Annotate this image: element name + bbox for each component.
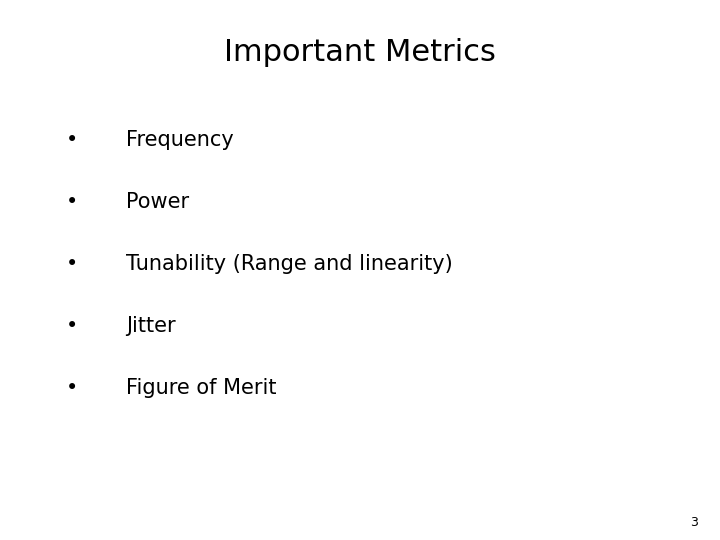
Text: Figure of Merit: Figure of Merit (126, 378, 276, 398)
Text: Important Metrics: Important Metrics (224, 38, 496, 67)
Text: Tunability (Range and linearity): Tunability (Range and linearity) (126, 254, 453, 274)
Text: •: • (66, 130, 78, 150)
Text: 3: 3 (690, 516, 698, 529)
Text: •: • (66, 378, 78, 398)
Text: •: • (66, 316, 78, 336)
Text: •: • (66, 254, 78, 274)
Text: Frequency: Frequency (126, 130, 234, 150)
Text: •: • (66, 192, 78, 212)
Text: Jitter: Jitter (126, 316, 176, 336)
Text: Power: Power (126, 192, 189, 212)
